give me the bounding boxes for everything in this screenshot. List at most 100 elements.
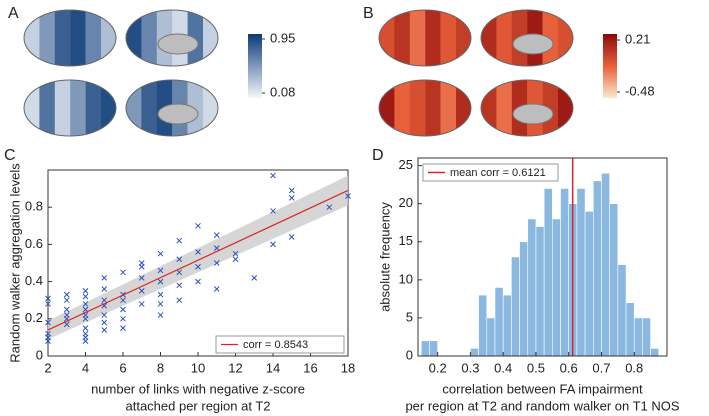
scatter-point [288,187,295,194]
scatter-point [120,297,126,304]
brain-region [141,10,157,66]
y-tick-label: 0 [406,347,413,362]
histogram-bar [429,340,438,357]
panel-label: A [8,5,19,22]
brain-region [379,10,395,66]
scatter-point [213,245,220,251]
brain-outline [480,79,574,137]
scatter-point [45,338,51,344]
brain-region [39,10,55,66]
brain-region [101,80,116,136]
medial-wall [157,33,199,55]
histogram-bar [650,348,660,357]
brain-region [425,10,441,66]
panel-label: B [363,5,374,22]
x-tick-label: 0.5 [527,360,545,375]
scatter-point [157,291,164,298]
colorbar [248,34,262,98]
legend-label: corr = 0.8543 [243,339,308,351]
scatter-point [157,301,164,307]
scatter-point [288,234,295,240]
fit-line [47,189,349,331]
y-tick-label: 0.6 [25,236,43,251]
brain-region [496,80,512,136]
histogram-bar [535,226,545,357]
scatter-point [101,297,108,304]
scatter-point [45,319,51,326]
brain-region [54,80,71,136]
histogram-bar [511,256,520,357]
scatter-point [270,208,276,214]
histogram-bar [420,340,430,357]
histogram-bar [502,294,512,357]
x-tick-label: 6 [119,360,126,375]
brain-region [24,80,40,136]
y-axis-label: absolute frequency [377,202,392,312]
medial-wall [512,103,554,125]
scatter-point [120,306,126,313]
scatter-point [176,256,183,263]
y-tick-label: 5 [406,309,413,324]
brain-outline [378,79,472,137]
brain-region [425,80,441,136]
y-tick-label: 15 [399,233,413,248]
brain-region [54,10,71,66]
scatter-point [232,256,239,263]
x-tick-label: 0.6 [560,360,578,375]
scatter-point [213,286,220,292]
brain-region [85,80,102,136]
brain-outline [23,79,117,137]
scatter-point [176,297,183,304]
legend-box [215,335,345,354]
x-tick-label: 10 [191,360,205,375]
legend-box [422,163,559,182]
x-tick-label: 16 [303,360,317,375]
scatter-point [82,288,89,294]
x-tick-label: 0.3 [461,360,479,375]
colorbar-label: 0.95 [270,30,295,45]
brain-region [203,10,218,66]
scatter-point [157,312,164,318]
x-axis-label: attached per region at T2 [125,398,270,413]
y-tick-label: 0 [36,347,43,362]
histogram-bar [543,188,553,357]
scatter-point [195,222,201,229]
scatter-point [120,325,126,331]
y-tick-label: 10 [399,271,413,286]
brain-region [187,10,204,66]
x-tick-label: 0.7 [592,360,610,375]
histogram-bar [527,218,537,357]
y-tick-label: 20 [399,195,413,210]
brain-outline [480,9,574,67]
histogram-bar [470,348,479,357]
brain-region [440,80,457,136]
scatter-point [101,312,108,318]
scatter-point [232,250,239,257]
scatter-point [176,269,183,276]
histogram-bar [519,241,529,357]
scatter-point [138,263,145,270]
brain-region [70,80,86,136]
brain-region [126,80,142,136]
brain-outline [23,9,117,67]
scatter-point [213,260,220,266]
scatter-point [101,286,108,292]
confidence-band [48,175,348,340]
scatter-point [82,325,89,331]
brain-region [187,80,204,136]
brain-region [496,10,512,66]
brain-outline [125,9,219,67]
x-tick-label: 2 [44,360,51,375]
brain-region [409,80,426,136]
brain-region [379,80,395,136]
legend-label: mean corr = 0.6121 [450,167,546,179]
scatter-point [251,275,258,281]
histogram-bar [584,211,594,357]
histogram-bar [592,180,602,357]
scatter-point [326,204,333,211]
brain-region [481,80,497,136]
scatter-point [157,267,164,274]
scatter-point [63,291,70,298]
scatter-point [63,321,70,328]
